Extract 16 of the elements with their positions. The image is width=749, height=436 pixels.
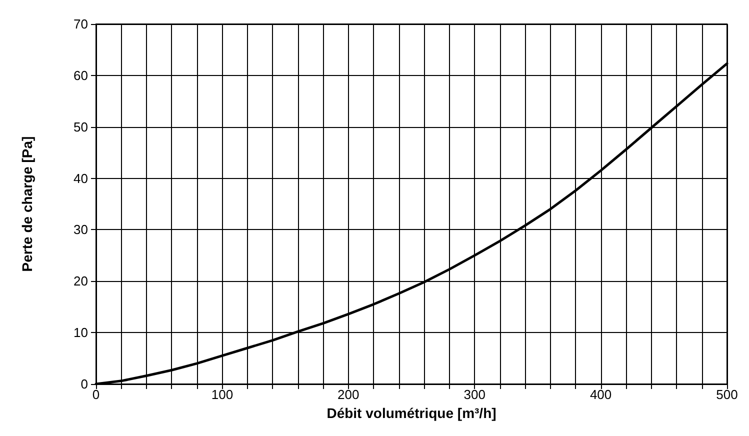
y-tick-label: 20 <box>74 274 88 289</box>
y-tick-label: 0 <box>80 376 88 392</box>
y-tick-label: 10 <box>74 325 88 340</box>
x-tick-label: 100 <box>211 387 234 402</box>
x-tick-label: 0 <box>92 387 100 402</box>
y-tick-label: 60 <box>74 68 88 83</box>
x-tick-label: 300 <box>464 387 486 402</box>
x-tick-label: 200 <box>338 387 360 402</box>
y-axis-title: Perte de charge [Pa] <box>19 136 35 272</box>
y-tick-label: 50 <box>74 119 88 134</box>
y-tick-label: 30 <box>74 222 88 238</box>
x-axis-title: Débit volumétrique [m³/h] <box>326 404 496 421</box>
y-tick-label: 70 <box>74 16 88 32</box>
y-tick-label: 40 <box>74 170 88 186</box>
x-tick-label: 500 <box>716 387 738 402</box>
x-tick-label: 400 <box>590 387 612 402</box>
